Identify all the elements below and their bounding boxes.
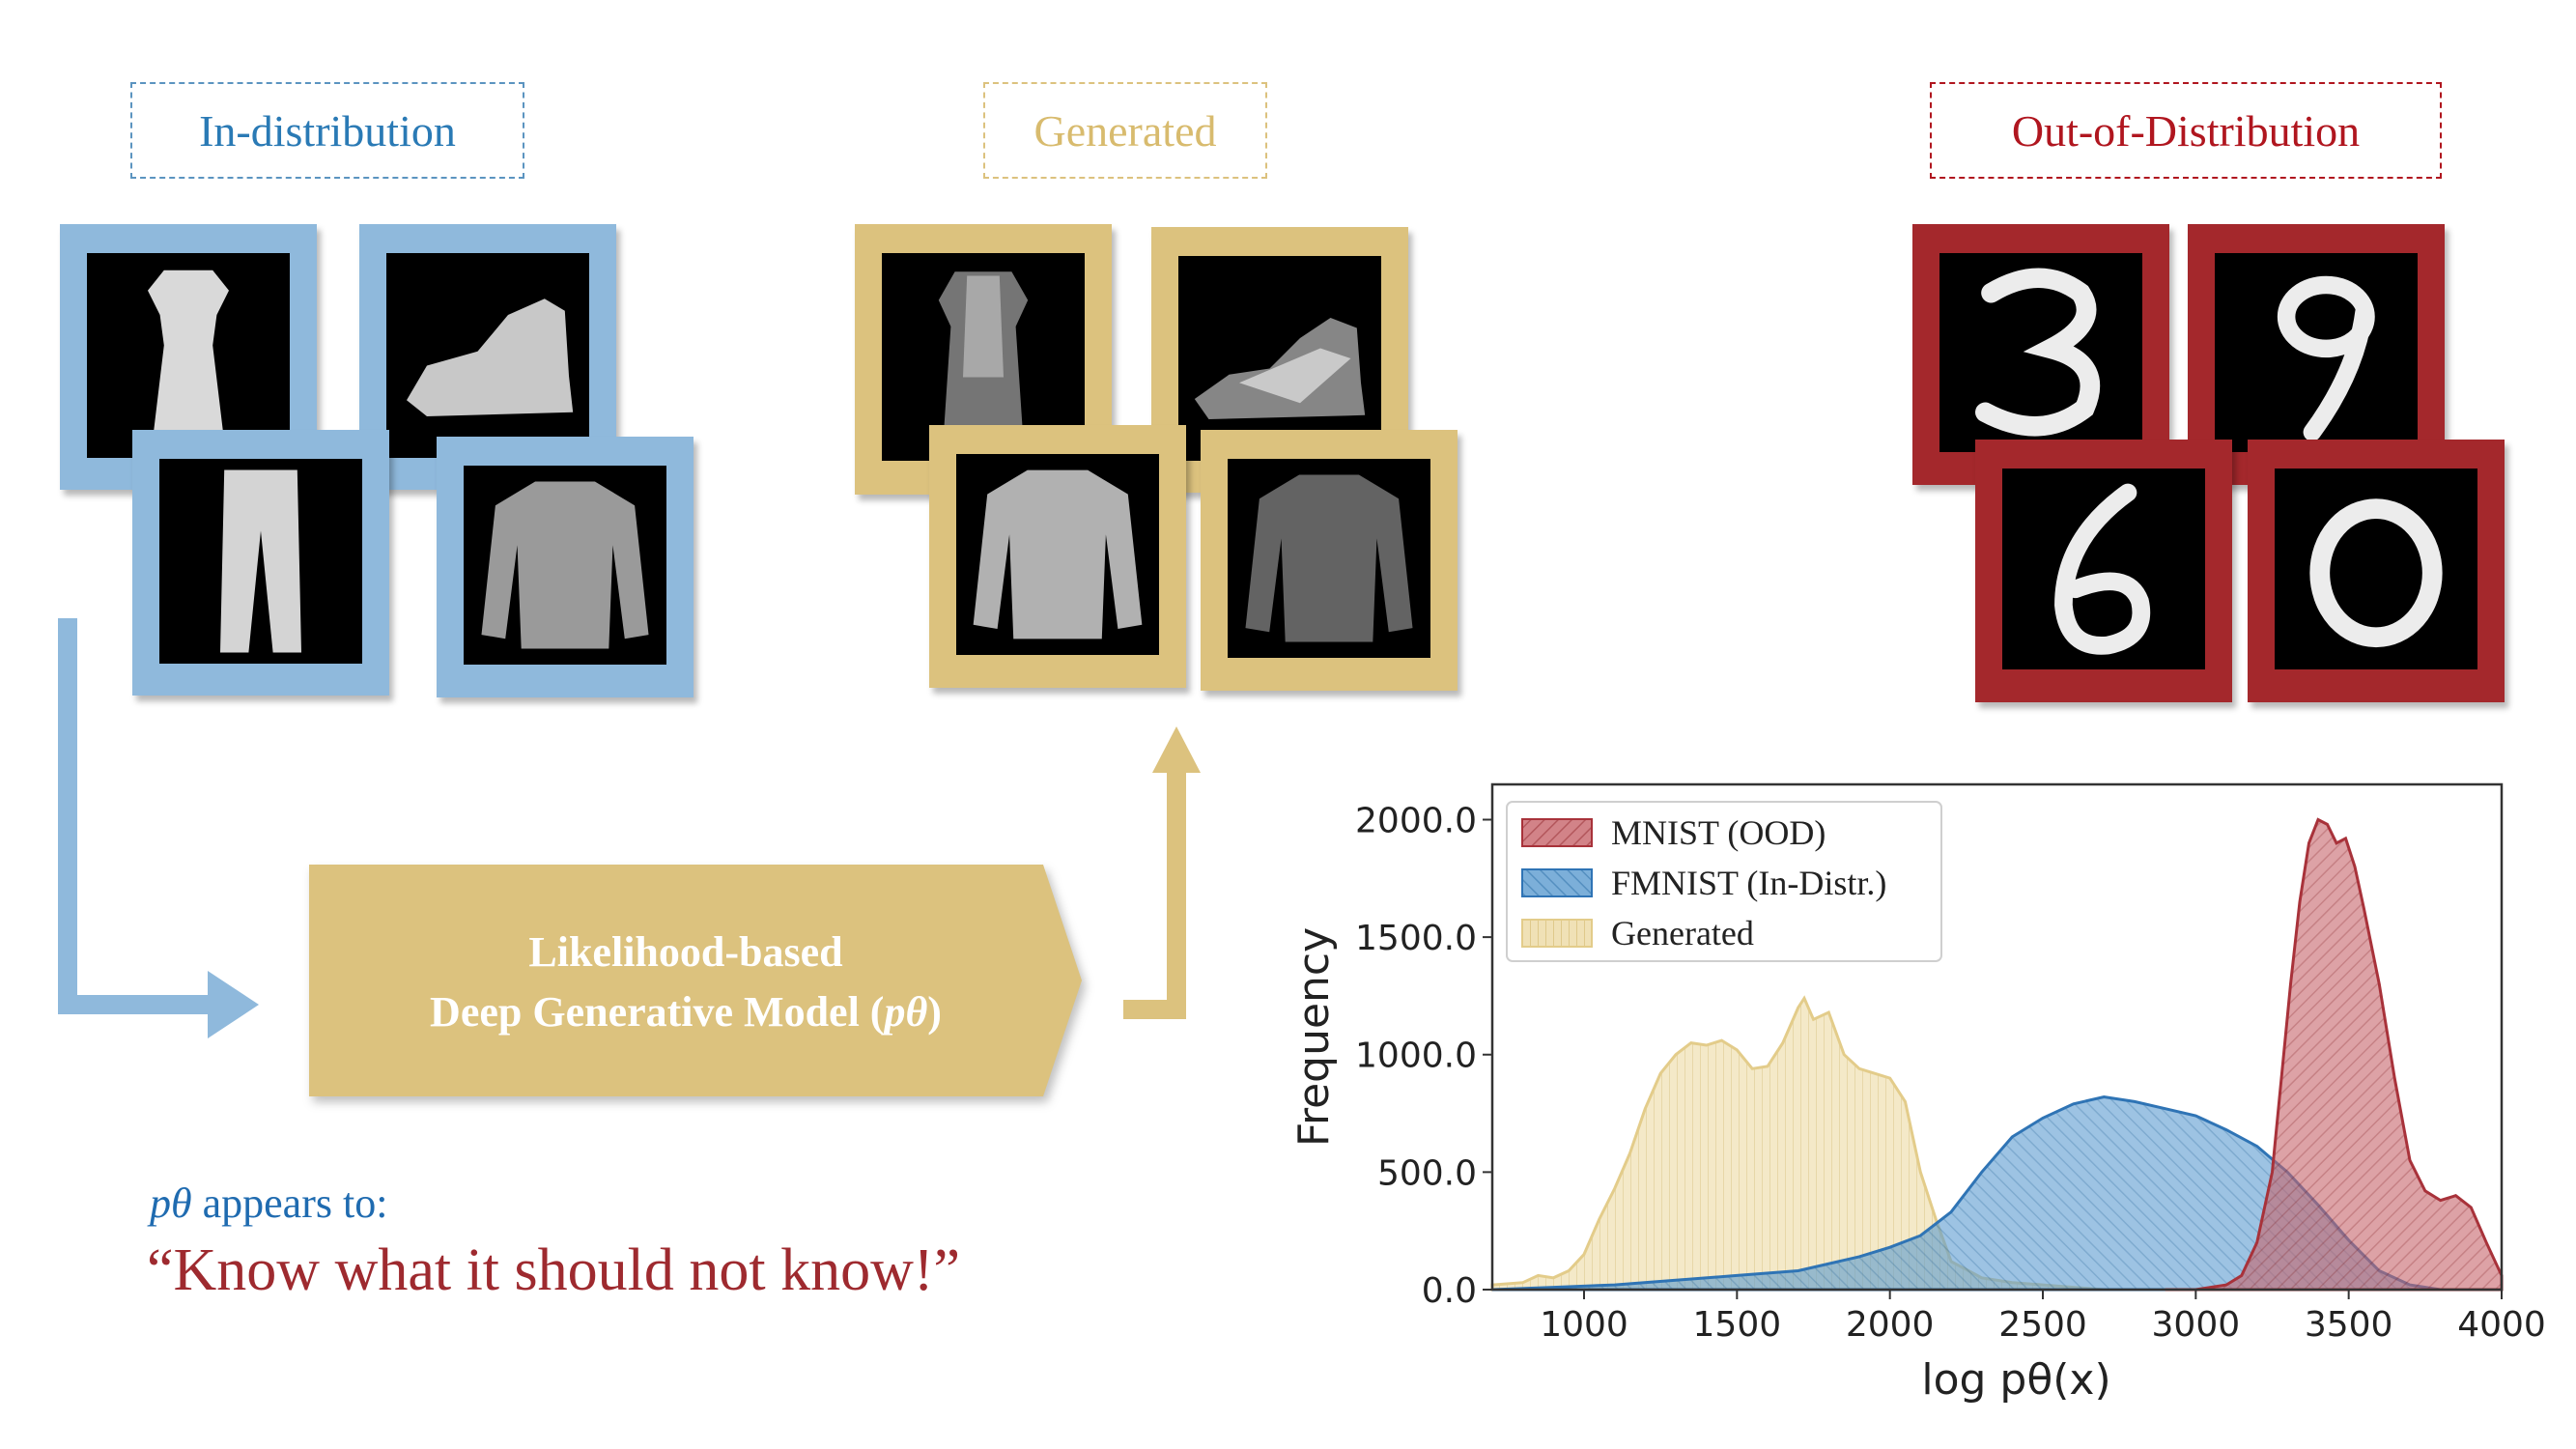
blurry-sandal-icon: [1194, 318, 1366, 419]
y-tick-label: 2000.0: [1355, 801, 1477, 840]
x-tick-label: 4000: [2457, 1305, 2546, 1345]
blurry-shirt-icon: [973, 469, 1143, 639]
ood-image-digit-6: [1975, 440, 2232, 702]
generated-image-pullover: [1201, 430, 1458, 691]
sneaker-icon: [407, 298, 574, 416]
legend-label: MNIST (OOD): [1611, 813, 1826, 852]
digit-9-icon: [2277, 275, 2375, 441]
model-label-line1: Likelihood-based: [528, 928, 843, 976]
legend-label: FMNIST (In-Distr.): [1611, 864, 1886, 902]
generated-label: Generated: [983, 82, 1267, 179]
x-tick-label: 2500: [1998, 1305, 2087, 1345]
legend-swatch: [1521, 818, 1593, 847]
digit-0-icon: [2309, 498, 2443, 648]
model-label-prefix: Deep Generative Model (: [430, 988, 885, 1036]
x-tick-label: 1500: [1693, 1305, 1782, 1345]
ood-label: Out-of-Distribution: [1930, 82, 2442, 179]
model-symbol: pθ: [884, 988, 928, 1036]
y-axis-title: Frequency: [1289, 927, 1339, 1147]
legend-label: Generated: [1611, 914, 1754, 952]
y-tick-label: 1000.0: [1355, 1037, 1477, 1076]
trousers-icon: [220, 469, 301, 653]
model-label: Likelihood-based Deep Generative Model (…: [319, 923, 1053, 1042]
x-tick-label: 3000: [2152, 1305, 2241, 1345]
x-tick-label: 1000: [1540, 1305, 1628, 1345]
in-distribution-label: In-distribution: [130, 82, 524, 179]
legend-swatch: [1521, 919, 1593, 948]
blurry-pullover-icon: [1245, 474, 1413, 642]
x-tick-label: 3500: [2305, 1305, 2393, 1345]
ood-label-text: Out-of-Distribution: [2011, 105, 2361, 156]
legend: MNIST (OOD) FMNIST (In-Distr.) Generated: [1506, 801, 1942, 962]
in-dist-image-sneaker: [359, 224, 616, 490]
in-distribution-label-text: In-distribution: [199, 105, 456, 156]
blurry-dress-icon: [938, 271, 1029, 448]
model-label-line2: Deep Generative Model (pθ): [319, 982, 1053, 1042]
series-area-mnist-ood: [2165, 817, 2504, 1292]
dress-icon: [148, 270, 229, 447]
y-tick-label: 0.0: [1422, 1271, 1477, 1311]
caption-symbol: pθ: [150, 1179, 192, 1227]
model-label-suffix: ): [927, 988, 942, 1036]
pullover-icon: [481, 481, 649, 649]
in-dist-image-pullover: [437, 437, 694, 697]
axes: 1000 1500 2000 2500 3000 3500 4000 0.0 500.0 1000…: [1289, 782, 2546, 1405]
digit-6-icon: [2054, 483, 2151, 655]
plot-area: [1490, 817, 2504, 1292]
generated-image-shirt: [929, 425, 1186, 688]
y-tick-label: 1500.0: [1355, 919, 1477, 958]
x-axis-title: log pθ(x): [1921, 1355, 2110, 1405]
caption-appears: pθ appears to:: [150, 1179, 387, 1228]
x-tick-label: 2000: [1846, 1305, 1935, 1345]
generated-label-text: Generated: [1033, 105, 1217, 156]
y-tick-label: 500.0: [1377, 1153, 1477, 1193]
legend-box: [1506, 801, 1942, 962]
caption-quote: “Know what it should not know!”: [147, 1237, 961, 1303]
legend-swatch: [1521, 868, 1593, 897]
plot-frame: [1490, 782, 2504, 1292]
ood-image-digit-0: [2248, 440, 2505, 702]
digit-3-icon: [1975, 268, 2101, 437]
caption-appears-text: appears to:: [191, 1179, 388, 1227]
